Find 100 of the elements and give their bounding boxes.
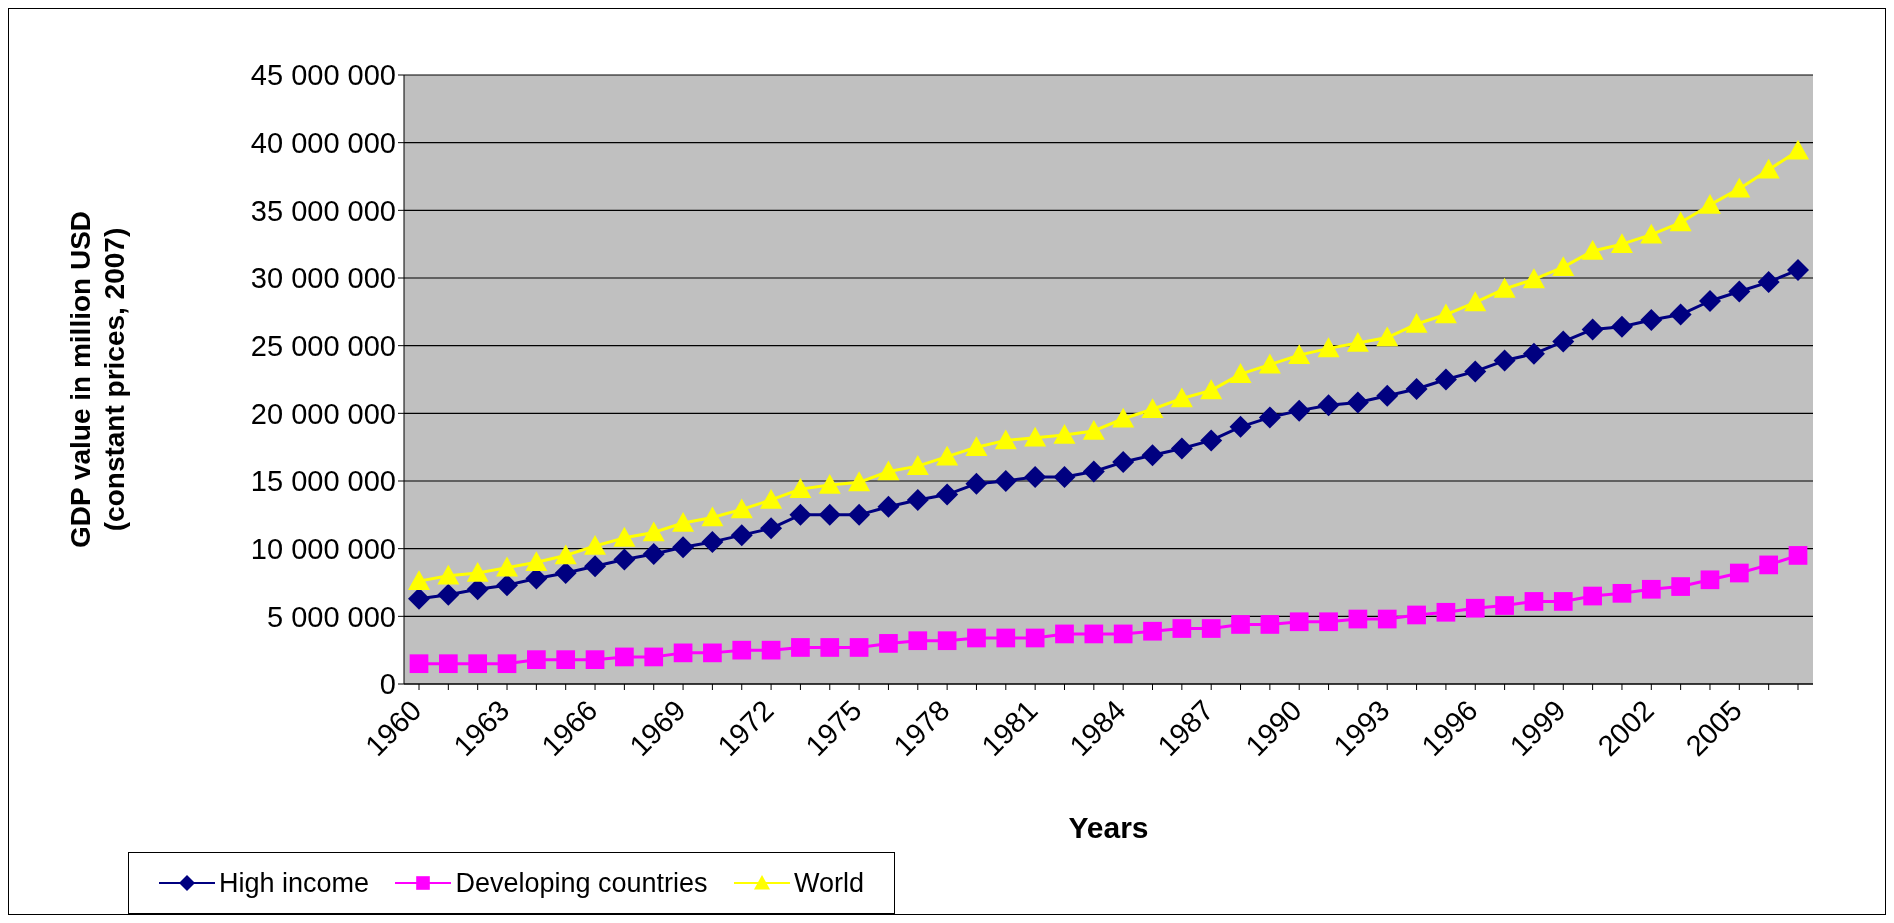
point — [1787, 139, 1809, 160]
point — [585, 650, 605, 669]
point — [554, 544, 577, 565]
point — [1434, 368, 1457, 391]
point — [1201, 619, 1221, 638]
point — [818, 503, 841, 526]
point — [1610, 315, 1633, 338]
point — [1170, 437, 1193, 460]
point — [1552, 330, 1575, 353]
point — [789, 478, 812, 498]
y-tick-label: 20 000 000 — [250, 397, 396, 430]
point — [1788, 546, 1808, 565]
point — [1464, 291, 1487, 312]
point — [644, 647, 664, 667]
legend-label: World — [793, 867, 864, 899]
point — [1495, 596, 1514, 615]
y-tick-label: 25 000 000 — [250, 329, 396, 362]
y-tick-label: 30 000 000 — [250, 262, 396, 295]
y-axis-title: GDP value in million USD (constant prices, 2007) — [65, 210, 130, 549]
point — [527, 650, 546, 669]
point — [967, 628, 986, 648]
point — [1229, 415, 1252, 438]
point — [849, 638, 869, 657]
point — [1729, 563, 1749, 583]
point — [1084, 624, 1104, 644]
point — [1260, 615, 1280, 634]
point — [1757, 158, 1780, 179]
point — [1671, 577, 1690, 596]
point — [554, 562, 577, 585]
x-axis-title: Years — [1068, 811, 1149, 844]
point — [1669, 211, 1692, 232]
point — [701, 506, 724, 527]
point — [1289, 612, 1309, 632]
point — [438, 654, 458, 674]
point — [1581, 239, 1604, 260]
point — [1552, 256, 1575, 276]
point — [1759, 555, 1779, 575]
point — [1612, 583, 1632, 603]
point — [1346, 331, 1369, 352]
point — [437, 583, 460, 606]
point — [1200, 379, 1223, 400]
point — [703, 643, 722, 663]
point — [1522, 342, 1545, 365]
point — [1055, 624, 1074, 644]
point — [1200, 429, 1223, 452]
point — [1141, 398, 1164, 419]
point — [672, 511, 695, 532]
point — [642, 521, 665, 542]
point — [937, 631, 957, 651]
point — [1258, 353, 1281, 374]
point — [1025, 628, 1045, 648]
point — [1583, 586, 1602, 606]
point — [408, 587, 430, 610]
point — [613, 548, 636, 571]
point — [1522, 268, 1545, 289]
point — [525, 551, 548, 571]
point — [673, 643, 693, 663]
legend-label: Developing countries — [455, 867, 708, 899]
point — [906, 455, 929, 475]
point — [1669, 303, 1692, 326]
point — [1112, 451, 1135, 474]
legend-label: High income — [219, 867, 370, 899]
point — [409, 654, 429, 674]
point — [789, 503, 812, 526]
point — [1464, 360, 1487, 383]
point — [1757, 271, 1780, 294]
point — [1258, 406, 1281, 429]
point — [1524, 592, 1544, 611]
point — [1376, 326, 1399, 347]
point — [1640, 223, 1663, 244]
point — [1082, 460, 1105, 483]
point — [791, 638, 810, 657]
point — [701, 530, 724, 553]
point — [1348, 609, 1368, 629]
point — [965, 472, 988, 495]
point — [437, 564, 460, 585]
point — [1141, 444, 1164, 467]
y-tick-label: 35 000 000 — [250, 194, 396, 227]
point — [496, 574, 519, 597]
point — [1053, 423, 1076, 444]
point — [1346, 391, 1369, 414]
point — [1787, 258, 1809, 281]
point — [1288, 344, 1311, 364]
point — [730, 524, 753, 547]
point — [1493, 349, 1516, 372]
point — [615, 647, 634, 667]
point — [1317, 337, 1340, 358]
point — [1698, 290, 1721, 313]
point — [996, 628, 1016, 648]
point — [1728, 280, 1751, 303]
point — [818, 474, 841, 494]
point — [584, 555, 607, 578]
point — [1112, 407, 1135, 428]
point — [820, 638, 840, 657]
point — [877, 495, 900, 518]
point — [1376, 384, 1399, 407]
point — [1553, 592, 1573, 611]
point — [1053, 465, 1076, 488]
point — [1610, 233, 1633, 253]
point — [1172, 619, 1192, 638]
